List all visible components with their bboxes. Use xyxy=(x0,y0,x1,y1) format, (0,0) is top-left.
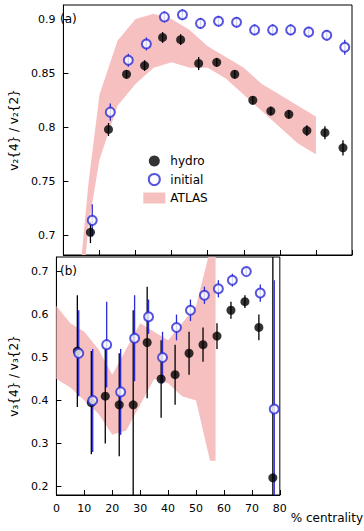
svg-text:v₂{4} / v₂{2}: v₂{4} / v₂{2} xyxy=(7,89,21,170)
svg-text:30: 30 xyxy=(133,502,147,515)
svg-text:initial: initial xyxy=(170,173,203,187)
svg-text:0.2: 0.2 xyxy=(31,480,49,493)
svg-text:20: 20 xyxy=(105,502,119,515)
svg-text:80: 80 xyxy=(273,502,287,515)
svg-text:50: 50 xyxy=(189,502,203,515)
svg-text:(a): (a) xyxy=(60,12,77,26)
svg-text:% centrality: % centrality xyxy=(291,511,363,525)
svg-text:60: 60 xyxy=(217,502,231,515)
svg-text:40: 40 xyxy=(161,502,175,515)
svg-text:0.75: 0.75 xyxy=(31,175,56,188)
svg-text:(b): (b) xyxy=(60,264,77,278)
svg-text:70: 70 xyxy=(245,502,259,515)
svg-text:0.6: 0.6 xyxy=(31,308,49,321)
svg-text:0.5: 0.5 xyxy=(31,351,49,364)
svg-text:0.7: 0.7 xyxy=(38,229,56,242)
svg-text:0.85: 0.85 xyxy=(31,67,56,80)
svg-text:0.9: 0.9 xyxy=(38,13,56,26)
svg-text:v₃{4} / v₃{2}: v₃{4} / v₃{2} xyxy=(7,335,21,416)
svg-text:0: 0 xyxy=(53,502,60,515)
svg-text:ATLAS: ATLAS xyxy=(170,191,207,205)
svg-text:hydro: hydro xyxy=(170,154,204,168)
svg-text:0.8: 0.8 xyxy=(38,121,56,134)
svg-text:0.4: 0.4 xyxy=(31,394,49,407)
svg-text:0.7: 0.7 xyxy=(31,265,49,278)
svg-text:0.3: 0.3 xyxy=(31,437,49,450)
svg-text:10: 10 xyxy=(77,502,91,515)
